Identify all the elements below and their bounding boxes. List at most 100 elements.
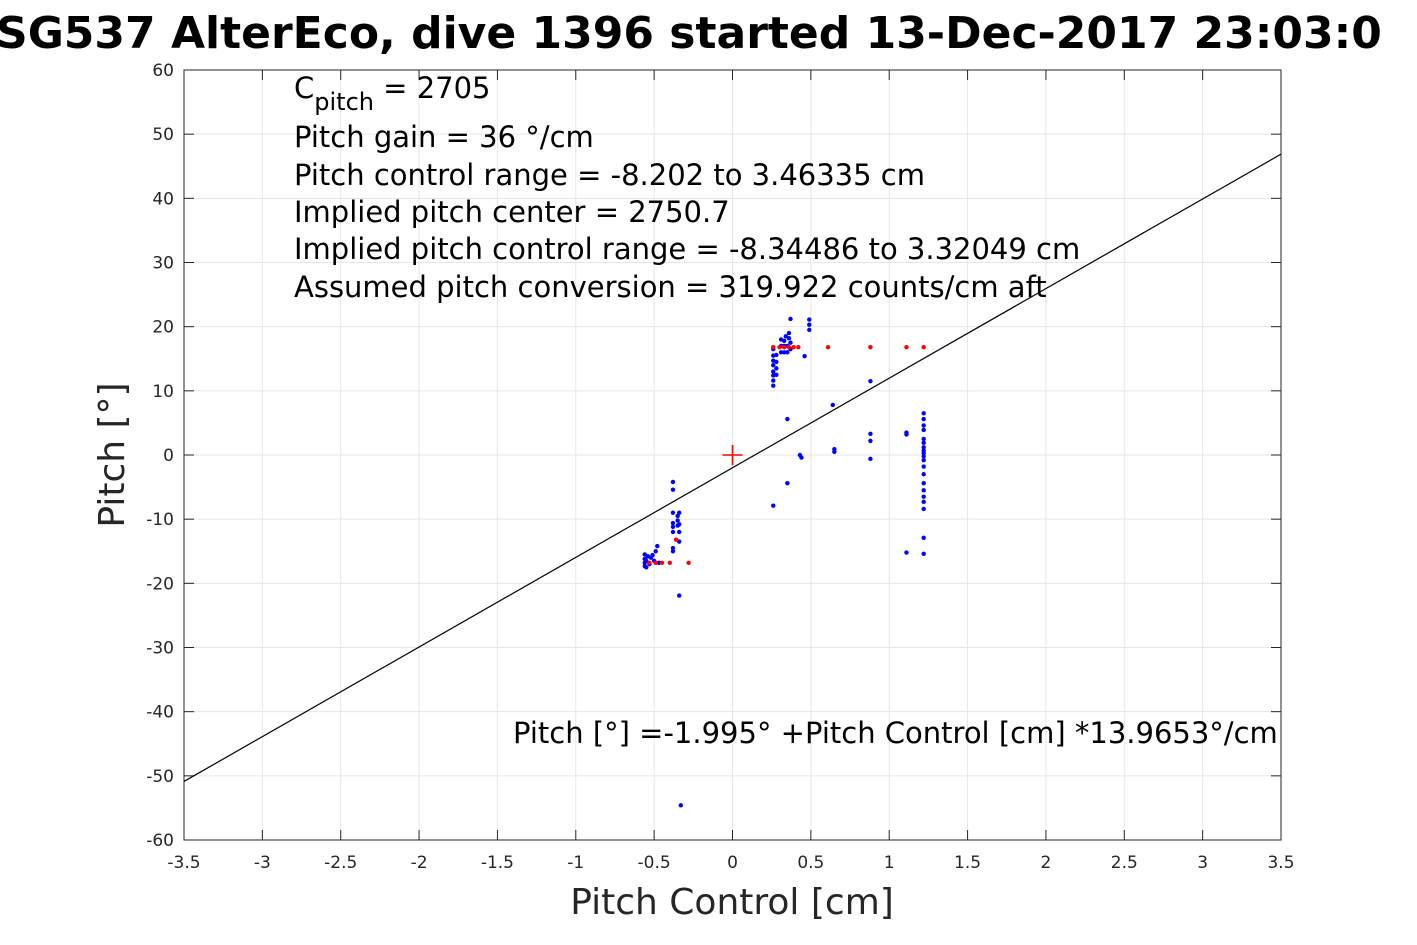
data-point: [904, 432, 909, 437]
data-point: [868, 345, 873, 350]
data-point: [771, 369, 776, 374]
cpitch-annotation: Cpitch = 2705: [294, 71, 491, 116]
data-point: [656, 560, 662, 565]
data-point: [686, 560, 691, 565]
cpitch-base: C: [294, 71, 314, 105]
y-tick-label: -10: [146, 510, 174, 530]
data-point: [670, 487, 676, 492]
data-point: [921, 423, 926, 428]
data-point: [677, 529, 682, 535]
x-tick-label: -0.5: [638, 853, 671, 873]
annotations: Cpitch = 2705 Pitch gain = 36 °/cm Pitch…: [294, 71, 1278, 750]
data-point: [904, 550, 909, 555]
grid: [183, 69, 1282, 841]
data-point: [670, 524, 676, 530]
data-point: [774, 372, 779, 377]
data-point: [868, 438, 873, 444]
data-point: [774, 359, 779, 365]
data-point: [904, 345, 909, 350]
data-point: [921, 416, 926, 422]
x-axis-label: Pitch Control [cm]: [570, 882, 894, 923]
data-point: [802, 353, 807, 359]
data-point: [921, 440, 926, 446]
data-point: [807, 317, 812, 322]
y-tick-label: 50: [152, 125, 174, 145]
data-point: [921, 427, 926, 433]
data-point: [677, 593, 682, 598]
data-point: [786, 330, 792, 336]
y-tick-label: 30: [152, 254, 174, 274]
x-tick-label: -1: [567, 853, 584, 873]
data-point: [868, 456, 873, 462]
assumed-pitch-conversion-annotation: Assumed pitch conversion = 319.922 count…: [294, 270, 1047, 304]
x-tick-label: -2: [411, 853, 428, 873]
data-point: [670, 529, 676, 535]
data-point: [771, 503, 776, 508]
data-point: [647, 560, 652, 565]
data-point: [868, 431, 873, 437]
data-point: [788, 316, 793, 322]
x-tick-label: 3.5: [1267, 853, 1294, 873]
data-point: [670, 520, 676, 526]
x-tick-label: -3.5: [167, 853, 200, 873]
data-point: [825, 345, 831, 350]
data-point: [677, 510, 682, 515]
data-point: [675, 518, 680, 523]
data-point: [771, 362, 776, 368]
data-point: [650, 552, 655, 558]
y-axis-label: Pitch [°]: [92, 382, 133, 527]
data-point: [921, 457, 926, 463]
data-point: [774, 352, 779, 358]
data-point: [778, 350, 784, 355]
y-tick-label: 60: [152, 61, 174, 81]
data-point: [673, 537, 679, 542]
data-point: [921, 464, 926, 469]
data-point: [796, 345, 801, 350]
data-point: [653, 560, 658, 565]
x-tick-label: -1.5: [481, 853, 514, 873]
data-point: [791, 345, 796, 350]
data-point: [832, 449, 837, 454]
data-point: [677, 522, 682, 527]
x-tick-label: 0: [727, 853, 738, 873]
data-point: [785, 481, 790, 486]
x-tick-label: 0.5: [797, 853, 824, 873]
data-point: [921, 472, 926, 477]
data-point: [653, 549, 658, 554]
data-point: [670, 479, 676, 485]
y-tick-label: -40: [146, 703, 174, 723]
fit-equation: Pitch [°] =-1.995° +Pitch Control [cm] *…: [513, 716, 1278, 750]
chart-title: SG537 AlterEco, dive 1396 started 13-Dec…: [0, 8, 1382, 59]
implied-pitch-center-annotation: Implied pitch center = 2750.7: [294, 195, 730, 229]
x-tick-label: 1.5: [954, 853, 981, 873]
pitch-control-range-annotation: Pitch control range = -8.202 to 3.46335 …: [294, 158, 925, 192]
data-point: [771, 383, 776, 388]
data-point: [670, 549, 676, 554]
data-point: [777, 345, 782, 350]
data-point: [771, 345, 776, 350]
x-tick-label: 2: [1041, 853, 1052, 873]
data-point: [921, 506, 926, 512]
data-point: [921, 488, 926, 493]
data-points: [642, 316, 926, 808]
data-point: [659, 560, 665, 565]
data-point: [785, 416, 790, 422]
pitch-gain-annotation: Pitch gain = 36 °/cm: [294, 120, 594, 154]
data-point: [774, 366, 779, 371]
data-point: [785, 350, 790, 355]
data-point: [921, 445, 926, 450]
x-tick-label: -3: [254, 853, 271, 873]
x-tick-label: 1: [884, 853, 895, 873]
y-tick-label: -60: [146, 831, 174, 851]
data-point: [921, 494, 926, 499]
x-tick-label: -2.5: [324, 853, 357, 873]
y-tick-label: -30: [146, 639, 174, 659]
ticks: [183, 69, 1282, 841]
data-point: [678, 803, 683, 808]
y-tick-label: 20: [152, 318, 174, 338]
x-tick-label: 2.5: [1111, 853, 1138, 873]
data-point: [799, 455, 804, 460]
y-tick-label: 10: [152, 382, 174, 402]
data-point: [921, 450, 926, 456]
